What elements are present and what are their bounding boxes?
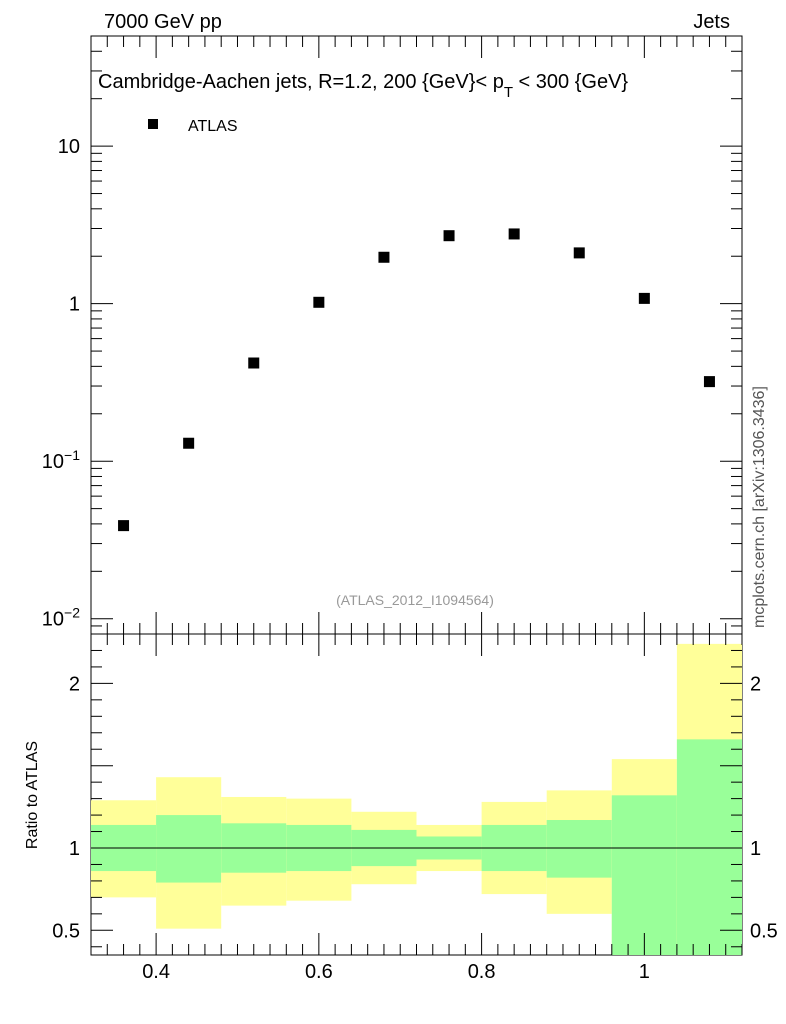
ratio-y-tick-label-right-1: 1	[750, 838, 761, 860]
ratio-y-axis-label: Ratio to ATLAS	[24, 741, 41, 849]
x-tick-label-0: 0.4	[142, 961, 170, 983]
ratio-y-tick-label-left-0: 2	[69, 673, 80, 695]
ratio-y-tick-label-right-0: 2	[750, 673, 761, 695]
plot-title: Cambridge-Aachen jets, R=1.2, 200 {GeV}<…	[98, 71, 628, 101]
legend-label-atlas: ATLAS	[188, 118, 238, 135]
data-point-4	[378, 252, 389, 263]
main-y-tick-label-0: 10	[58, 136, 80, 158]
plot-title-subscript: T	[504, 84, 513, 101]
main-y-tick-label-1: 1	[69, 294, 80, 316]
data-point-1	[183, 438, 194, 449]
main-y-tick-label-2: 10−1	[42, 447, 80, 473]
ratio-band-green-1	[156, 815, 221, 882]
header-right-label: Jets	[693, 11, 730, 33]
main-y-tick-label-3: 10−2	[42, 605, 80, 631]
main-y-tick-label-base: 10	[42, 451, 64, 473]
data-point-3	[313, 297, 324, 308]
data-point-7	[574, 247, 585, 258]
plot-title-main: Cambridge-Aachen jets, R=1.2, 200 {GeV}<…	[98, 71, 504, 93]
ratio-y-tick-label-right-2: 0.5	[750, 920, 778, 942]
x-tick-label-2: 0.8	[468, 961, 496, 983]
main-y-tick-label-exp: −1	[64, 447, 80, 463]
legend-marker-atlas	[148, 119, 158, 129]
main-y-tick-label-base: 1	[69, 294, 80, 316]
data-point-9	[704, 376, 715, 387]
x-tick-label-1: 0.6	[305, 961, 333, 983]
plot-title-tail: < 300 {GeV}	[513, 71, 628, 93]
chart-svg: 7000 GeV pp Jets 10110−110−2 2 21 10.5 0.5 …	[0, 0, 786, 1024]
source-side-label: mcplots.cern.ch [arXiv:1306.3436]	[751, 386, 768, 628]
data-point-8	[639, 293, 650, 304]
header-left-label: 7000 GeV pp	[104, 11, 222, 33]
main-y-tick-label-exp: −2	[64, 605, 80, 621]
main-y-tick-label-base: 10	[58, 136, 80, 158]
analysis-watermark: (ATLAS_2012_I1094564)	[336, 592, 494, 608]
data-point-0	[118, 520, 129, 531]
ratio-band-green-9	[677, 739, 742, 955]
ratio-band-green-7	[547, 820, 612, 878]
data-point-6	[509, 228, 520, 239]
data-point-2	[248, 358, 259, 369]
ratio-band-green-8	[612, 795, 677, 955]
main-y-tick-label-base: 10	[42, 609, 64, 631]
data-point-5	[444, 230, 455, 241]
x-tick-label-3: 1	[639, 961, 650, 983]
ratio-y-tick-label-left-1: 1	[69, 838, 80, 860]
ratio-y-tick-label-left-2: 0.5	[52, 920, 80, 942]
